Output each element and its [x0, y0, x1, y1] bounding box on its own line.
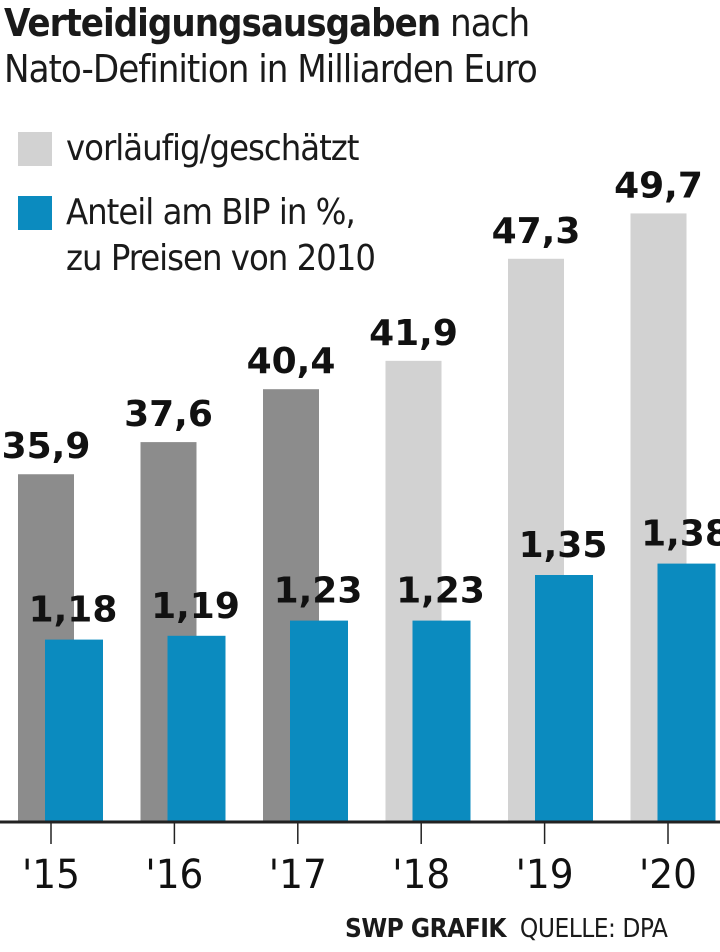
legend-swatch-estimated: [18, 132, 52, 166]
label-spending: 35,9: [2, 426, 91, 467]
chart-title: Verteidigungsausgaben nach: [4, 1, 530, 45]
label-gdp-share: 1,23: [396, 571, 485, 612]
bar-gdp-share: [412, 620, 471, 822]
label-spending: 40,4: [247, 341, 336, 382]
x-tick-label: '15: [22, 852, 80, 898]
label-gdp-share: 1,23: [274, 571, 363, 612]
bar-gdp-share: [535, 575, 593, 822]
label-gdp-share: 1,19: [151, 586, 240, 627]
source-line: SWP GRAFIK QUELLE: DPA: [345, 914, 668, 944]
bar-gdp-share: [167, 635, 226, 822]
bar-gdp-share: [657, 563, 716, 822]
chart-subtitle: Nato-Definition in Milliarden Euro: [4, 47, 538, 91]
label-spending: 49,7: [614, 165, 703, 206]
bar-gdp-share: [290, 620, 348, 822]
label-gdp-share: 1,18: [29, 590, 118, 631]
x-tick-label: '16: [145, 852, 203, 898]
label-spending: 37,6: [124, 394, 213, 435]
x-tick-label: '19: [516, 852, 574, 898]
x-tick-label: '20: [639, 852, 697, 898]
legend-label-estimated: vorläufig/geschätzt: [66, 128, 359, 169]
legend-label-gdp-2: zu Preisen von 2010: [66, 238, 376, 279]
bar-gdp-share: [45, 639, 103, 822]
x-tick-label: '18: [392, 852, 450, 898]
legend-label-gdp-1: Anteil am BIP in %,: [66, 192, 356, 233]
label-spending: 41,9: [369, 313, 458, 354]
label-gdp-share: 1,38: [641, 514, 720, 555]
legend-swatch-gdp: [18, 196, 52, 230]
x-tick-label: '17: [269, 852, 327, 898]
label-spending: 47,3: [492, 211, 581, 252]
label-gdp-share: 1,35: [519, 525, 608, 566]
